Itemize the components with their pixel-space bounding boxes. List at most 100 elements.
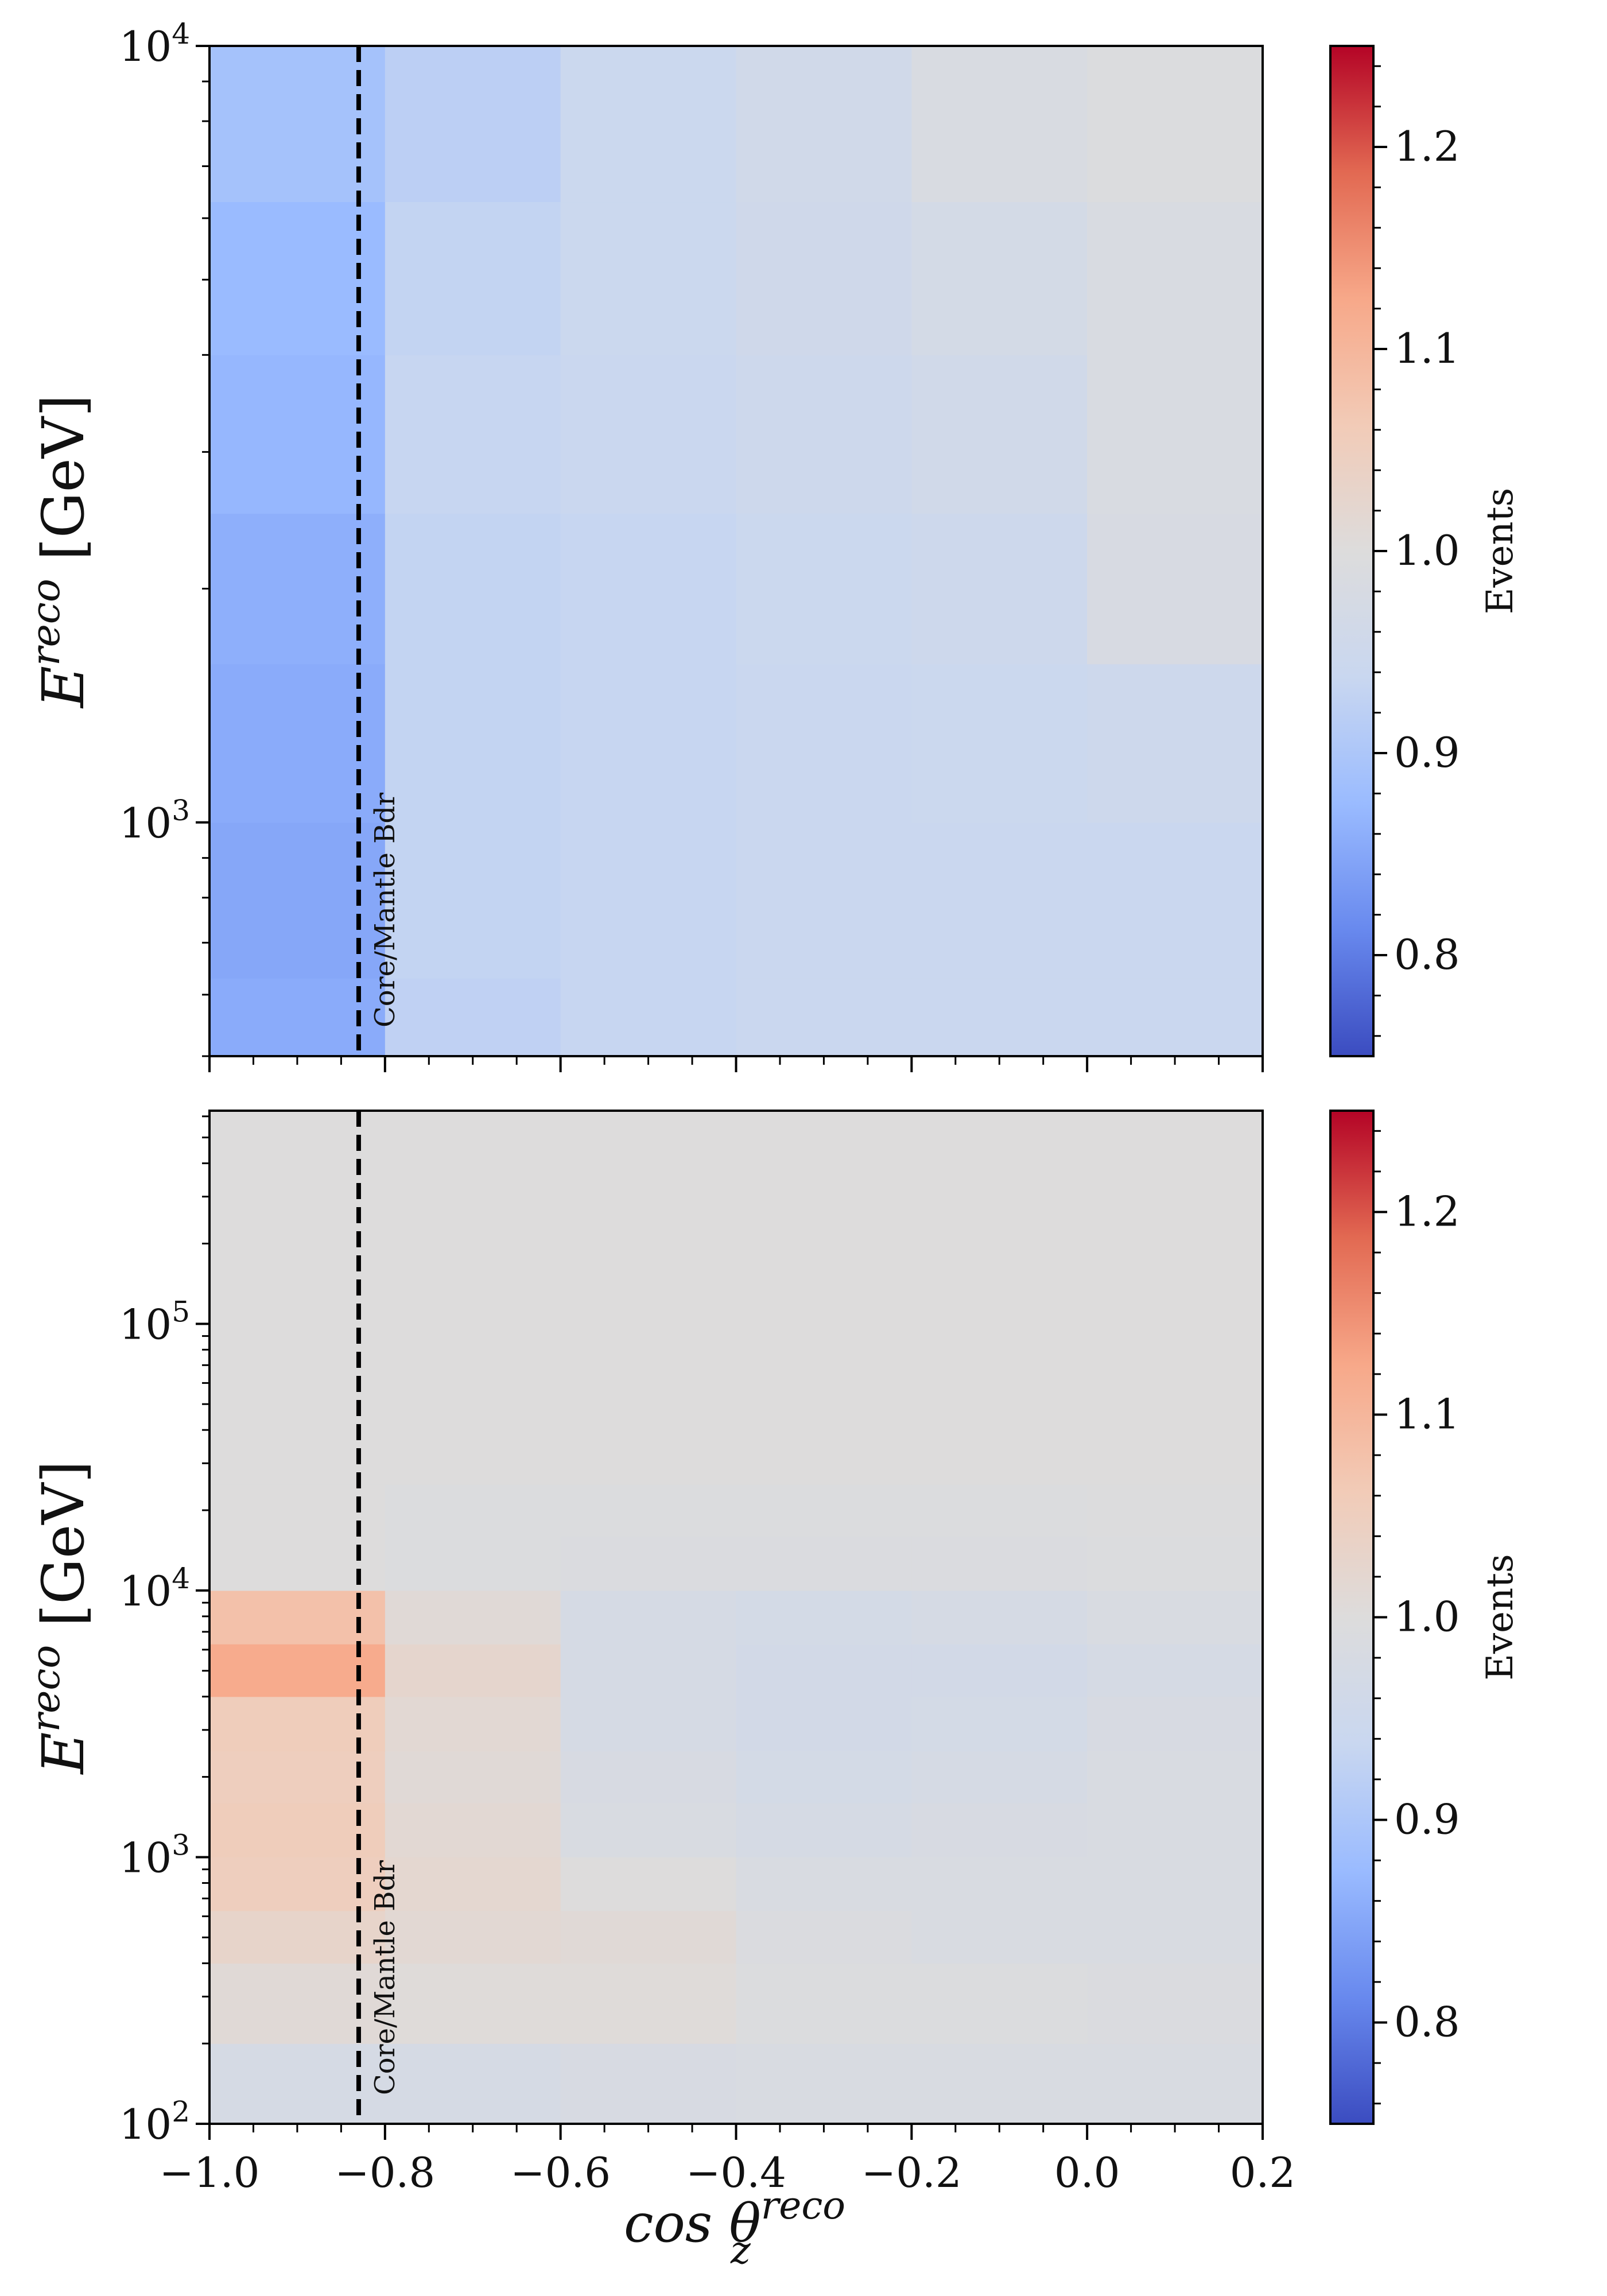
heatmap-cell	[911, 1430, 1088, 1485]
colorbar-tick-label: 1.1	[1394, 1390, 1460, 1438]
heatmap-cell	[911, 1802, 1088, 1858]
heatmap-cell	[1087, 1536, 1263, 1591]
heatmap-cell	[385, 201, 561, 355]
heatmap-cell	[736, 1696, 912, 1752]
heatmap-cell	[560, 46, 737, 203]
heatmap-cell	[736, 1857, 912, 1911]
heatmap-cell	[209, 1590, 386, 1645]
heatmap-cell	[1087, 1590, 1263, 1645]
heatmap-cell	[209, 1484, 386, 1537]
heatmap-cell	[385, 513, 561, 665]
heatmap-cell	[911, 513, 1088, 665]
heatmap-cell	[560, 355, 737, 514]
heatmap-cell	[911, 1377, 1088, 1430]
heatmap-cell	[911, 1857, 1088, 1911]
heatmap-cell	[911, 1910, 1088, 1964]
heatmap-cell	[209, 978, 386, 1057]
heatmap-cell	[209, 1377, 386, 1430]
heatmap-cell	[560, 1590, 737, 1645]
y-tick-label: 105	[119, 1295, 190, 1348]
colorbar-tick-label: 0.8	[1394, 930, 1460, 979]
heatmap-cell	[736, 46, 912, 203]
heatmap-cell	[736, 1751, 912, 1804]
heatmap-cell	[736, 822, 912, 979]
heatmap-cell	[209, 1536, 386, 1591]
heatmap-cell	[736, 1111, 912, 1378]
heatmap-cell	[1087, 822, 1263, 979]
heatmap-cell	[1087, 355, 1263, 514]
x-tick-label: −1.0	[160, 2148, 260, 2197]
x-axis-label: cos θreco z	[624, 2183, 845, 2272]
heatmap-cell	[736, 664, 912, 823]
colorbar-gradient-bar	[1329, 45, 1375, 1057]
heatmap-cell	[209, 1802, 386, 1858]
heatmap-cell	[560, 1111, 737, 1378]
x-tick-label: −0.4	[686, 2148, 786, 2197]
heatmap-cell	[209, 822, 386, 979]
heatmap-cell	[560, 664, 737, 823]
heatmap-cell	[385, 1536, 561, 1591]
heatmap-cell	[911, 1111, 1088, 1378]
heatmap-cell	[385, 664, 561, 823]
heatmap-cell	[385, 1111, 561, 1378]
heatmap-cell	[911, 1644, 1088, 1697]
heatmap-cell	[385, 1751, 561, 1804]
heatmap-cell	[560, 1696, 737, 1752]
heatmap-cell	[911, 1963, 1088, 2044]
heatmap-cell	[736, 1377, 912, 1430]
heatmap-cell	[560, 1644, 737, 1697]
heatmap-cell	[385, 1963, 561, 2044]
heatmap-cell	[911, 201, 1088, 355]
colorbar-tick-label: 0.9	[1394, 728, 1460, 777]
colorbar-label: Events	[1479, 488, 1521, 615]
bottom-heatmap-panel: Core/Mantle Bdr 102 103 104 105 −1.0 −0.8 −0.6 −…	[24, 1110, 1295, 2272]
heatmap-cell	[1087, 978, 1263, 1057]
heatmap-cell	[1087, 1377, 1263, 1430]
heatmap-cell	[736, 978, 912, 1057]
heatmap-cell	[385, 822, 561, 979]
heatmap-cell	[385, 1377, 561, 1430]
heatmap-cell	[209, 1963, 386, 2044]
heatmap-cell	[1087, 1802, 1263, 1858]
colorbar-tick-label: 1.2	[1394, 1188, 1460, 1236]
colorbar-label: Events	[1479, 1554, 1521, 1681]
y-tick-label: 103	[119, 1828, 190, 1882]
heatmap-cell	[560, 1484, 737, 1537]
heatmap-cell	[209, 1430, 386, 1485]
heatmap-cell	[385, 46, 561, 203]
heatmap-cell	[560, 1910, 737, 1964]
colorbar-tick-label: 0.8	[1394, 1998, 1460, 2046]
heatmap-cell	[1087, 513, 1263, 665]
x-tick-label: 0.0	[1054, 2148, 1120, 2197]
heatmap-cell	[209, 664, 386, 823]
heatmap-cell	[911, 1536, 1088, 1591]
bottom-colorbar: 0.8 0.9 1.0 1.1 1.2 Events	[1329, 1110, 1521, 2125]
heatmap-cell	[385, 2043, 561, 2124]
heatmap-cell	[911, 1484, 1088, 1537]
y-axis-label: Ereco [GeV]	[24, 394, 97, 709]
x-tick-label: −0.8	[335, 2148, 435, 2197]
heatmap-cell	[1087, 2043, 1263, 2124]
heatmap-cell	[560, 513, 737, 665]
heatmap-cell	[560, 1857, 737, 1911]
heatmap-cell	[1087, 1857, 1263, 1911]
heatmap-cell	[911, 1590, 1088, 1645]
heatmap-cell	[736, 513, 912, 665]
y-tick-label: 104	[119, 17, 190, 71]
heatmap-cell	[385, 1802, 561, 1858]
heatmap-cell	[209, 1910, 386, 1964]
colorbar-tick-label: 0.9	[1394, 1795, 1460, 1844]
heatmap-cell	[1087, 1696, 1263, 1752]
heatmap-cell	[1087, 1644, 1263, 1697]
colorbar-tick-label: 1.1	[1394, 324, 1460, 373]
colorbar-tick-label: 1.0	[1394, 526, 1460, 575]
heatmap-cell	[911, 355, 1088, 514]
y-tick-label: 103	[119, 794, 190, 847]
heatmap-cell	[736, 1910, 912, 1964]
heatmap-cell	[385, 1430, 561, 1485]
heatmap-cell	[385, 355, 561, 514]
heatmap-cell	[209, 513, 386, 665]
heatmap-cell	[209, 355, 386, 514]
heatmap-cell	[385, 1857, 561, 1911]
heatmap-cell	[209, 1696, 386, 1752]
